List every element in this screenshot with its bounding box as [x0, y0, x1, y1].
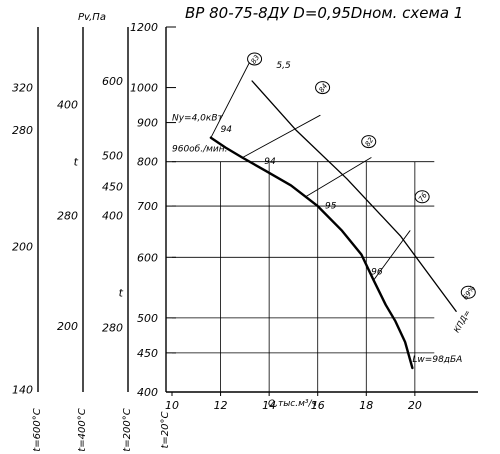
side-scale-tick: 400	[57, 99, 78, 112]
x-tick-label: 12	[214, 399, 228, 412]
labels: 400 450 500 600 700 800 900 1000 1200 10 12 14 16 18 2…	[12, 21, 477, 452]
annotation: Lw=98дБА	[412, 355, 462, 365]
chart-title: ВР 80-75-8ДУ D=0,95Dном. схема 1	[185, 4, 463, 22]
side-scales	[37, 27, 129, 392]
circled-label-ring	[315, 81, 331, 95]
side-scale-tick: 600	[102, 75, 123, 88]
side-scale-tick: 450	[102, 181, 123, 194]
y-axis-label: Pv,Па	[78, 12, 106, 23]
annotation: 960об./мин.	[172, 144, 228, 154]
y-tick-label: 450	[137, 347, 158, 360]
ray-line	[373, 230, 411, 281]
main-curve	[209, 136, 414, 370]
annotation: Ny=4,0кВт	[172, 114, 224, 124]
y-tick-label: 800	[137, 156, 158, 169]
y-tick-label: 1200	[130, 21, 158, 34]
curves	[209, 52, 476, 370]
ray-line	[241, 114, 321, 159]
circled-label: 82	[364, 136, 376, 148]
side-scale-tick: 320	[12, 82, 33, 95]
ray-line	[305, 157, 372, 198]
y-tick-label: 600	[137, 251, 158, 264]
side-scale-tick: 200	[57, 320, 78, 333]
annotation: 96	[371, 267, 383, 277]
side-scale-tick: 400	[102, 210, 123, 223]
y-tick-label: 1000	[130, 82, 158, 95]
circled-label: 83	[250, 54, 262, 66]
annotation: 5,5	[276, 61, 291, 71]
side-scale-tick: t	[119, 286, 124, 299]
x-tick-label: 14	[262, 399, 276, 412]
axes	[165, 26, 478, 396]
annotation: 94	[221, 125, 233, 135]
side-scale-label: t=20°C	[160, 411, 171, 448]
side-scale-label: t=400°C	[77, 408, 88, 451]
annotation: 95	[325, 201, 337, 211]
side-scale-label: t=600°C	[32, 408, 43, 451]
circled-label: 84	[318, 82, 330, 94]
efficiency-label: КПД=	[452, 308, 472, 334]
circled-label-ring	[414, 190, 430, 204]
ray-line	[210, 61, 251, 139]
y-tick-label: 400	[137, 386, 158, 399]
y-tick-label: 700	[137, 200, 158, 213]
annotation: 94	[264, 157, 276, 167]
side-scale-tick: 280	[12, 124, 33, 137]
side-scale-tick: 140	[12, 384, 33, 397]
side-scale-tick: 500	[102, 150, 123, 163]
circled-label: 76	[417, 191, 429, 203]
efficiency-line	[251, 80, 457, 312]
circled-label-ring	[460, 285, 476, 299]
side-scale-label: t=200°C	[122, 408, 133, 451]
x-tick-label: 16	[311, 399, 325, 412]
side-scale-tick: 200	[12, 240, 33, 253]
side-scale-tick: 280	[57, 210, 78, 223]
y-tick-label: 900	[137, 117, 158, 130]
circled-label-ring	[247, 52, 263, 66]
x-axis-label: Q,тыс.м³/ч	[268, 399, 317, 409]
x-tick-label: 10	[165, 399, 179, 412]
x-tick-label: 20	[408, 399, 422, 412]
x-tick-label: 18	[359, 399, 373, 412]
y-tick-label: 500	[137, 312, 158, 325]
side-scale-tick: 280	[102, 321, 123, 334]
circled-label-ring	[361, 135, 377, 149]
side-scale-tick: t	[74, 156, 79, 169]
